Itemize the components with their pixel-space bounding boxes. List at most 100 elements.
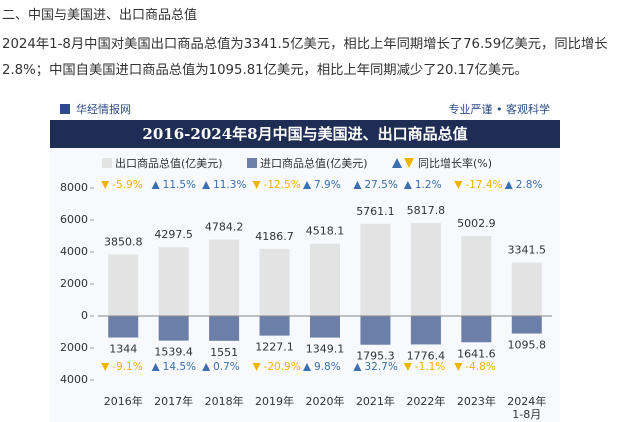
growth-marker — [403, 363, 412, 371]
data-label: 3341.5 — [508, 244, 547, 257]
bar — [461, 235, 492, 316]
growth-marker — [202, 363, 211, 371]
growth-marker — [353, 363, 362, 371]
growth-label: 2.8% — [516, 179, 543, 191]
bar — [360, 316, 391, 345]
x-tick-label: 2024年1-8月 — [507, 395, 547, 421]
data-label: 1776.4 — [407, 349, 446, 362]
bar — [360, 223, 391, 316]
bar — [259, 316, 290, 336]
growth-marker — [151, 181, 160, 189]
growth-label: -4.8% — [465, 361, 495, 373]
growth-label: -9.1% — [112, 361, 142, 373]
legend-swatch — [247, 158, 257, 168]
growth-label: 11.3% — [213, 179, 246, 191]
data-label: 5817.8 — [407, 204, 446, 217]
data-label: 1551 — [210, 346, 238, 359]
data-label: 3850.8 — [104, 235, 143, 248]
bar — [259, 249, 290, 316]
x-tick-label: 2023年 — [456, 395, 496, 408]
growth-label: 7.9% — [314, 179, 341, 191]
slogan: 专业严谨 • 客观科学 — [449, 102, 550, 116]
bar — [410, 222, 441, 316]
growth-marker — [252, 181, 261, 189]
growth-marker — [151, 363, 160, 371]
growth-label: 11.5% — [163, 179, 196, 191]
legend-up — [392, 158, 402, 168]
growth-marker — [303, 181, 311, 189]
brand: 华经情报网 — [76, 102, 131, 116]
x-tick-label: 2018年 — [204, 395, 244, 408]
growth-label: 14.5% — [163, 361, 196, 373]
growth-label: -12.5% — [264, 179, 301, 191]
bar — [209, 316, 240, 341]
growth-marker — [403, 181, 412, 189]
x-tick-label: 2020年 — [305, 395, 345, 408]
y-tick-label: 6000 — [60, 213, 88, 226]
growth-label: -5.9% — [112, 179, 142, 191]
brand-bar — [50, 98, 560, 120]
chart-title: 2016-2024年8月中国与美国进、出口商品总值 — [142, 125, 467, 143]
data-label: 1539.4 — [154, 346, 193, 359]
data-label: 4186.7 — [255, 230, 294, 243]
growth-label: 32.7% — [364, 361, 397, 373]
title-bar — [50, 120, 560, 148]
growth-label: 0.7% — [213, 361, 240, 373]
y-tick-label: 4000 — [60, 245, 88, 258]
data-label: 1095.8 — [508, 339, 547, 352]
x-tick-label: 2021年 — [355, 395, 395, 408]
bar — [108, 316, 139, 338]
growth-marker — [454, 181, 463, 189]
legend-down — [404, 158, 414, 168]
growth-label: -20.9% — [264, 361, 301, 373]
growth-label: 9.8% — [314, 361, 341, 373]
y-tick-label: 2000 — [60, 341, 88, 354]
data-label: 4784.2 — [205, 220, 244, 233]
growth-marker — [252, 363, 261, 371]
data-label: 1795.3 — [356, 350, 395, 363]
bar — [209, 239, 240, 316]
growth-marker — [454, 363, 463, 371]
heading: 二、中国与美国进、出口商品总值 — [2, 8, 198, 23]
growth-marker — [101, 363, 110, 371]
growth-marker — [303, 363, 311, 371]
growth-marker — [353, 181, 362, 189]
data-label: 4518.1 — [306, 225, 345, 238]
legend-label: 进口商品总值(亿美元) — [260, 156, 368, 170]
data-label: 1344 — [109, 343, 137, 356]
bar — [310, 316, 340, 338]
growth-label: -17.4% — [465, 179, 502, 191]
data-label: 4297.5 — [154, 228, 193, 241]
bar — [461, 316, 492, 343]
bar — [158, 247, 189, 316]
data-label: 1227.1 — [255, 341, 294, 354]
growth-label: -1.1% — [415, 361, 445, 373]
bar — [158, 316, 189, 341]
x-tick-label: 2019年 — [255, 395, 295, 408]
bar — [108, 254, 139, 316]
brand-icon — [60, 104, 70, 114]
data-label: 1641.6 — [457, 347, 496, 360]
growth-marker — [202, 181, 211, 189]
bar — [310, 243, 340, 316]
paragraph: 2024年1-8月中国对美国出口商品总值为3341.5亿美元，相比上年同期增长了… — [2, 37, 608, 78]
growth-marker — [101, 181, 110, 189]
growth-label: 27.5% — [364, 179, 397, 191]
growth-label: 1.2% — [415, 179, 442, 191]
y-tick-label: 8000 — [60, 181, 88, 194]
x-tick-label: 2022年 — [406, 395, 446, 408]
growth-marker — [504, 181, 513, 189]
legend-swatch — [102, 158, 112, 168]
y-tick-label: 0 — [81, 309, 88, 322]
bar — [410, 316, 441, 345]
x-tick-label: 2017年 — [154, 395, 194, 408]
bar — [511, 262, 542, 316]
data-label: 5761.1 — [356, 205, 395, 218]
y-tick-label: 4000 — [60, 373, 88, 386]
bar — [511, 316, 542, 334]
x-tick-label: 2016年 — [103, 395, 143, 408]
y-tick-label: 2000 — [60, 277, 88, 290]
data-label: 5002.9 — [457, 217, 496, 230]
